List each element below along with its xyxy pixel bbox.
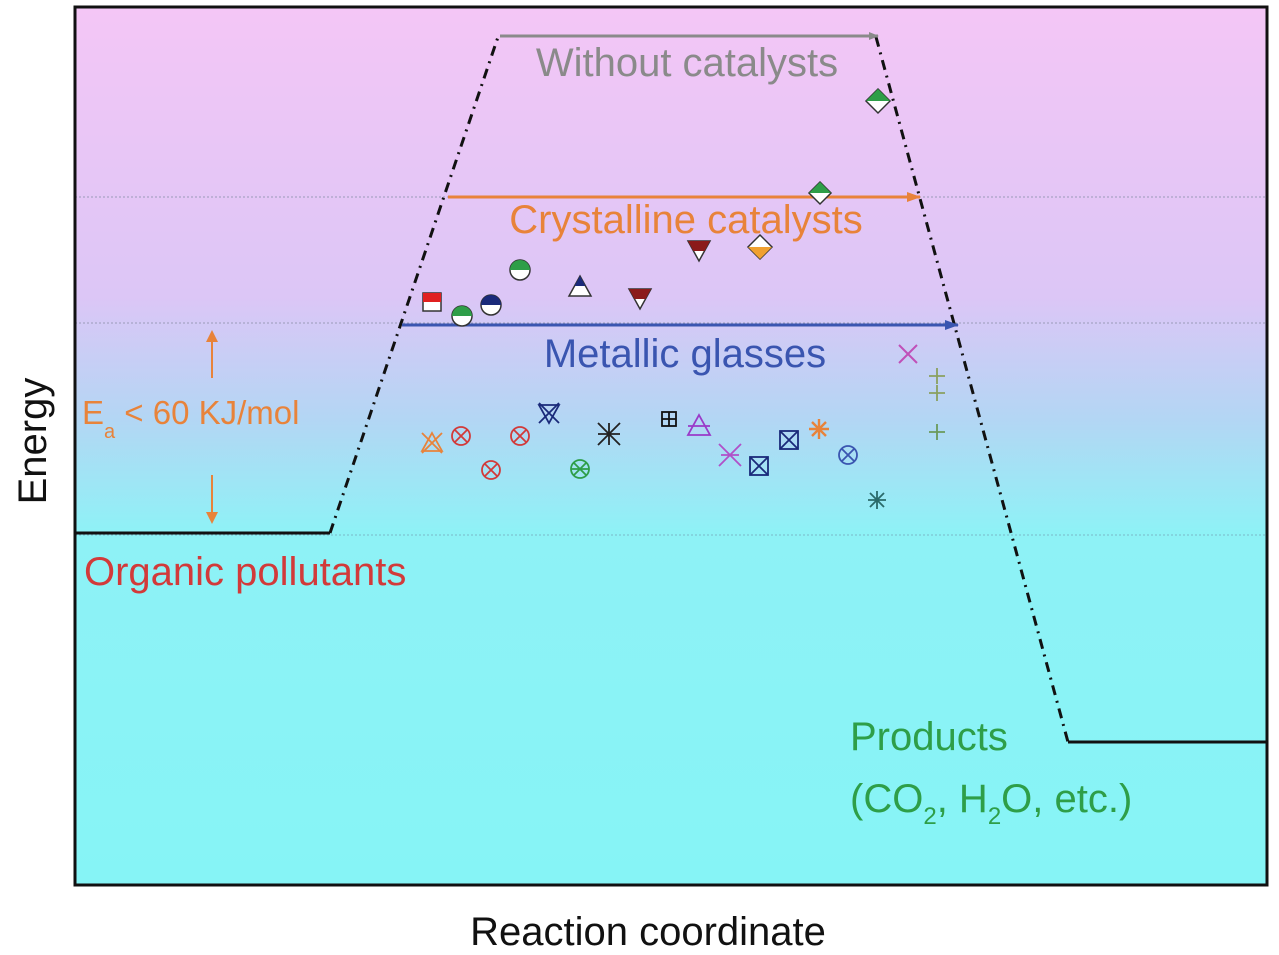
- organic-pollutants-label: Organic pollutants: [84, 550, 406, 594]
- marker-half-diamond: [864, 87, 892, 115]
- marker-crossed-circle: [451, 426, 471, 446]
- marker-crossed-circle: [481, 460, 501, 480]
- marker-crossed-square: [749, 456, 769, 476]
- marker-half-diamond: [746, 233, 774, 261]
- marker-plus: [929, 385, 945, 401]
- marker-plus: [929, 368, 945, 384]
- marker-crossed-triangle: [537, 402, 561, 425]
- marker-half-circle: [480, 294, 502, 316]
- metallic-glasses-label: Metallic glasses: [544, 332, 826, 376]
- marker-crossed-triangle: [686, 413, 712, 436]
- ea-arrowhead-up: [206, 330, 218, 342]
- ea-arrowhead-down: [206, 512, 218, 524]
- marker-cross: [898, 344, 918, 364]
- marker-crossed-circle: [838, 445, 858, 465]
- marker-half-circle: [509, 259, 531, 281]
- marker-crossed-circle: [510, 426, 530, 446]
- y-axis-label: Energy: [11, 378, 55, 505]
- crystalline-catalysts-label: Crystalline catalysts: [509, 198, 862, 242]
- marker-crossed-square: [661, 411, 677, 427]
- marker-asterisk: [809, 419, 829, 439]
- crystalline-markers: [422, 87, 892, 327]
- marker-half-triangle: [627, 288, 653, 311]
- marker-half-circle: [451, 305, 473, 327]
- ascending-slope: [328, 36, 500, 534]
- without-catalysts-label: Without catalysts: [536, 41, 838, 85]
- descending-slope: [874, 36, 1070, 743]
- x-axis-label: Reaction coordinate: [470, 910, 826, 954]
- marker-cross: [718, 443, 742, 467]
- marker-half-triangle: [686, 240, 712, 263]
- marker-crossed-triangle: [420, 431, 444, 454]
- marker-half-diamond: [807, 180, 833, 206]
- marker-half-square: [422, 292, 442, 312]
- products-label: Products: [850, 715, 1008, 759]
- metallic-markers: [420, 344, 945, 509]
- marker-crossed-star: [597, 422, 621, 446]
- products-formula: (CO2, H2O, etc.): [850, 777, 1132, 830]
- ea-label: Ea < 60 KJ/mol: [82, 394, 299, 443]
- marker-asterisk: [868, 491, 886, 509]
- plot-frame: [73, 5, 1269, 887]
- plot-background: [75, 7, 1267, 885]
- marker-crossed-circle: [570, 459, 590, 479]
- marker-half-triangle: [567, 274, 593, 297]
- marker-crossed-square: [779, 430, 799, 450]
- marker-plus: [929, 424, 945, 440]
